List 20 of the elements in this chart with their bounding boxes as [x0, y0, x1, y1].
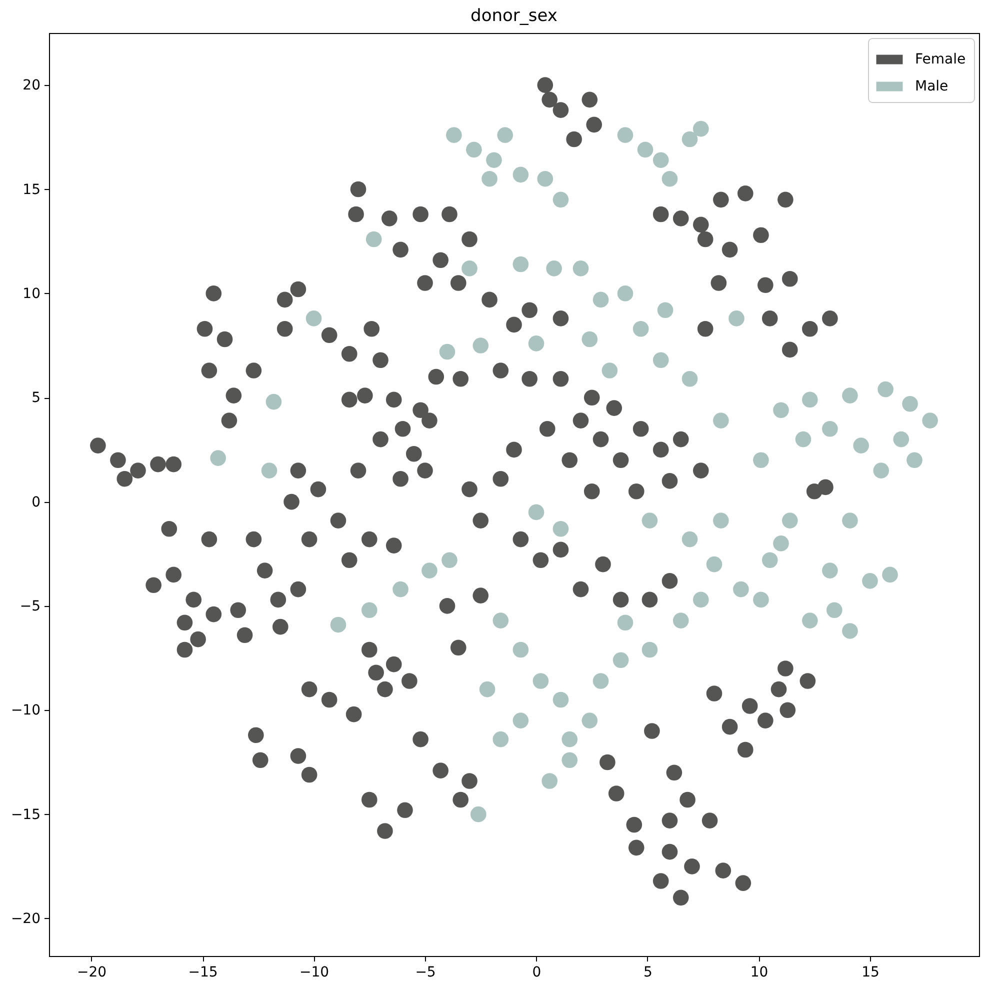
y-tick-label: 5 — [32, 390, 40, 406]
y-tick-label: −5 — [20, 598, 40, 614]
x-tick-label: −15 — [188, 964, 218, 980]
y-tick-label: 20 — [22, 78, 40, 94]
legend-label: Female — [915, 52, 966, 68]
x-tick-label: 10 — [750, 964, 768, 980]
y-tick-label: −20 — [10, 910, 40, 927]
chart-title: donor_sex — [470, 6, 558, 26]
y-tick-label: −15 — [10, 806, 40, 823]
y-tick-label: 10 — [22, 286, 40, 302]
x-tick-label: −20 — [77, 964, 107, 980]
x-tick-label: 5 — [644, 964, 652, 980]
y-tick-label: 0 — [32, 494, 40, 510]
x-tick-label: −10 — [299, 964, 330, 980]
x-tick-label: 15 — [862, 964, 880, 980]
legend-label: Male — [915, 78, 948, 94]
y-tick-label: 15 — [22, 182, 40, 198]
x-tick-label: 0 — [532, 964, 542, 980]
y-tick-label: −10 — [10, 702, 40, 719]
x-tick-label: −5 — [415, 964, 436, 980]
